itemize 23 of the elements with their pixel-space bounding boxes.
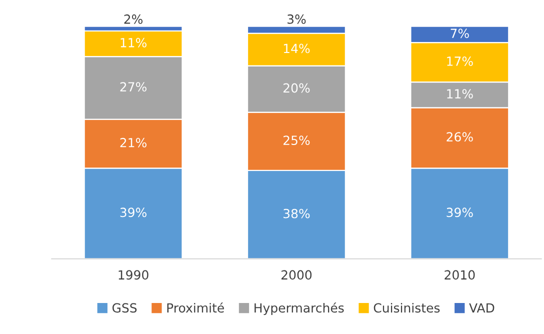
data-label: 27% <box>120 82 146 92</box>
legend-label: VAD <box>469 303 494 312</box>
data-label: 17% <box>447 56 473 66</box>
data-label: 11% <box>120 38 146 48</box>
data-label: 14% <box>284 44 310 54</box>
x-tick-label: 2010 <box>444 270 475 280</box>
data-label: 2% <box>124 14 143 24</box>
data-label: 25% <box>284 136 310 146</box>
data-label: 39% <box>446 208 473 218</box>
legend-label: Cuisinistes <box>374 302 440 313</box>
data-label: 26% <box>446 132 473 142</box>
data-label: 3% <box>288 14 306 24</box>
x-tick-label: 2000 <box>281 270 312 280</box>
legend-label: Proximité <box>167 302 224 313</box>
data-label: 7% <box>450 28 469 38</box>
data-label: 21% <box>120 138 146 148</box>
data-label: 11% <box>447 89 473 99</box>
data-label: 38% <box>284 208 310 218</box>
legend-label: Hypermarchés <box>254 302 344 316</box>
x-tick-label: 1990 <box>118 270 148 280</box>
legend-label: GSS <box>112 303 137 313</box>
data-label: 20% <box>284 83 310 93</box>
data-label: 39% <box>120 208 146 218</box>
